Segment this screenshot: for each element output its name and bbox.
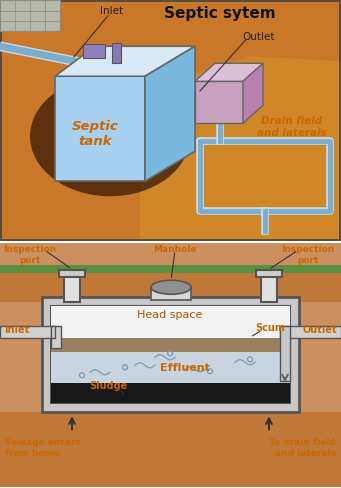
FancyBboxPatch shape [0, 244, 341, 487]
Text: Outlet: Outlet [242, 32, 275, 42]
Polygon shape [243, 64, 263, 124]
Polygon shape [140, 57, 341, 242]
Text: Outlet: Outlet [302, 325, 337, 335]
FancyBboxPatch shape [151, 289, 191, 301]
FancyBboxPatch shape [0, 266, 341, 274]
Text: Inlet: Inlet [4, 325, 29, 335]
Text: Inlet: Inlet [101, 6, 123, 16]
Text: Manhole: Manhole [153, 245, 197, 254]
FancyBboxPatch shape [42, 298, 299, 412]
Text: Septic
tank: Septic tank [72, 120, 118, 148]
FancyBboxPatch shape [0, 1, 341, 242]
Polygon shape [195, 64, 263, 82]
Text: Septic sytem: Septic sytem [164, 6, 276, 21]
FancyBboxPatch shape [112, 44, 121, 64]
FancyBboxPatch shape [64, 276, 80, 303]
Ellipse shape [30, 77, 190, 197]
FancyBboxPatch shape [0, 274, 341, 303]
FancyBboxPatch shape [59, 271, 85, 278]
FancyBboxPatch shape [51, 339, 290, 352]
FancyBboxPatch shape [256, 271, 282, 278]
Polygon shape [0, 1, 60, 32]
Text: To drain field
and laterals: To drain field and laterals [269, 437, 336, 457]
Text: Effluent: Effluent [160, 363, 210, 372]
Text: Sludge: Sludge [89, 381, 127, 390]
Polygon shape [55, 77, 145, 182]
FancyBboxPatch shape [51, 352, 290, 384]
FancyBboxPatch shape [51, 306, 290, 404]
Text: Scum: Scum [255, 323, 285, 333]
Polygon shape [195, 82, 243, 124]
FancyBboxPatch shape [261, 276, 277, 303]
Polygon shape [145, 47, 195, 182]
Text: Inspection
port: Inspection port [3, 245, 57, 264]
Text: Head space: Head space [137, 309, 203, 320]
FancyBboxPatch shape [83, 45, 105, 59]
Text: Inspection
port: Inspection port [281, 245, 335, 264]
Text: Sewage enters
from home: Sewage enters from home [5, 437, 81, 457]
Polygon shape [55, 47, 195, 77]
FancyBboxPatch shape [51, 306, 290, 339]
FancyBboxPatch shape [51, 384, 290, 404]
Text: Drain field
and laterals: Drain field and laterals [257, 116, 327, 138]
FancyBboxPatch shape [0, 412, 341, 487]
Ellipse shape [151, 281, 191, 295]
